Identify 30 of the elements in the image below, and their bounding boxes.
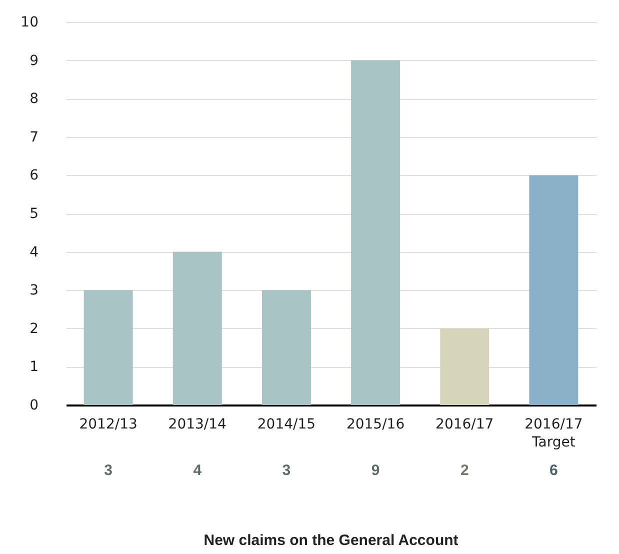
data-label: 9 bbox=[371, 462, 380, 479]
y-tick-label: 0 bbox=[30, 398, 38, 414]
y-tick-label: 8 bbox=[30, 91, 38, 108]
y-tick-label: 3 bbox=[30, 282, 38, 299]
data-label: 3 bbox=[104, 462, 112, 479]
y-tick-label: 6 bbox=[30, 168, 39, 184]
text: New claims on the General Account bbox=[204, 532, 458, 549]
y-tick-label: 5 bbox=[30, 206, 38, 222]
y-tick-label: 2 bbox=[30, 320, 38, 337]
bar bbox=[529, 175, 578, 405]
y-tick-label: 9 bbox=[30, 52, 38, 69]
data-label: 6 bbox=[550, 462, 558, 479]
x-tick-label: 2012/13 bbox=[79, 416, 138, 432]
x-tick-label: 2013/14 bbox=[168, 416, 227, 432]
data-label: 2 bbox=[460, 462, 469, 479]
y-tick-label: 7 bbox=[30, 129, 38, 146]
y-tick-label: 10 bbox=[20, 14, 38, 30]
x-tick-label: 2016/17 bbox=[436, 416, 494, 432]
bar bbox=[262, 290, 311, 405]
y-tick-label: 1 bbox=[30, 359, 38, 376]
bar bbox=[351, 60, 400, 405]
bar bbox=[84, 290, 133, 405]
x-tick-label: 2016/17 Target bbox=[524, 416, 583, 450]
y-tick-label: 4 bbox=[30, 244, 39, 260]
bar bbox=[172, 252, 222, 405]
x-tick-label: 2015/16 bbox=[346, 416, 405, 432]
x-tick-label: 2014/15 bbox=[257, 416, 316, 432]
data-label: 4 bbox=[193, 462, 202, 479]
data-label: 3 bbox=[282, 462, 291, 479]
bar bbox=[440, 328, 490, 405]
